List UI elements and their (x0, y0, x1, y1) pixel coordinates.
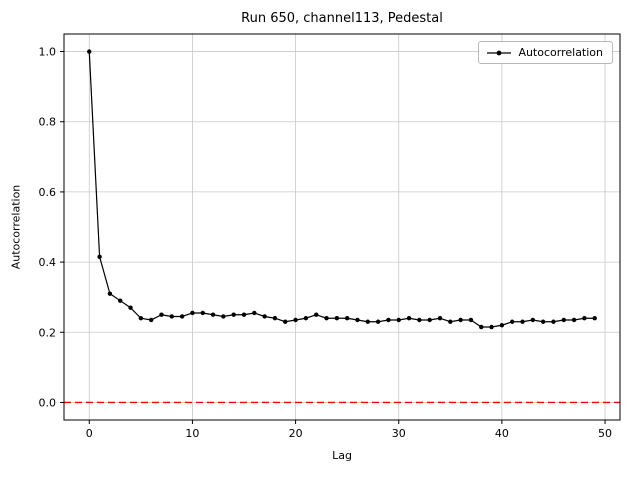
x-tick-label: 0 (86, 427, 93, 440)
data-point-marker (530, 317, 536, 323)
data-point-marker (406, 316, 412, 321)
x-tick-label: 10 (185, 427, 199, 440)
data-point-marker (479, 324, 484, 330)
data-point-marker (324, 316, 329, 321)
data-point-marker (344, 316, 350, 321)
data-point-marker (148, 317, 154, 323)
data-point-marker (520, 319, 525, 324)
data-point-marker (365, 319, 370, 324)
data-point-marker (283, 319, 288, 324)
data-point-marker (551, 319, 556, 324)
data-point-marker (252, 310, 257, 316)
y-tick-label: 0.0 (39, 396, 57, 409)
data-point-marker (303, 316, 309, 321)
legend-label: Autocorrelation (518, 46, 603, 59)
data-point-marker (293, 317, 298, 323)
data-point-marker (97, 254, 102, 260)
data-point-marker (396, 317, 401, 323)
y-tick-label: 0.4 (39, 256, 57, 269)
y-tick-label: 0.2 (39, 326, 57, 339)
data-point-marker (107, 291, 113, 296)
x-tick-label: 20 (289, 427, 303, 440)
data-point-marker (87, 49, 92, 54)
data-point-marker (468, 317, 474, 323)
data-point-marker (571, 317, 577, 323)
data-point-marker (582, 316, 587, 321)
data-point-marker (262, 314, 267, 319)
data-point-marker (200, 310, 205, 316)
data-point-marker (458, 317, 463, 323)
plot-border (63, 33, 621, 421)
y-tick-label: 0.6 (39, 186, 57, 199)
data-point-marker (355, 317, 360, 323)
data-point-marker (314, 312, 319, 317)
data-point-marker (592, 316, 597, 321)
data-point-marker (561, 317, 566, 323)
data-point-marker (448, 319, 453, 324)
autocorrelation-line (88, 51, 595, 328)
data-point-marker (427, 317, 432, 323)
data-point-marker (138, 316, 144, 321)
y-tick-label: 1.0 (39, 46, 57, 59)
x-tick-label: 40 (495, 427, 509, 440)
data-point-marker (417, 317, 422, 323)
data-point-marker (210, 312, 216, 317)
data-point-marker (375, 319, 381, 324)
x-tick-label: 30 (392, 427, 406, 440)
chart-title: Run 650, channel113, Pedestal (241, 11, 443, 26)
data-point-marker (221, 314, 226, 319)
data-point-marker (540, 319, 546, 324)
x-axis-label: Lag (332, 449, 352, 462)
data-point-marker (190, 310, 195, 316)
data-point-marker (272, 316, 278, 321)
x-tick-label: 50 (598, 427, 612, 440)
data-point-marker (510, 319, 515, 324)
data-point-marker (231, 312, 236, 317)
y-axis-label: Autocorrelation (9, 184, 23, 270)
data-point-marker (334, 316, 340, 321)
data-point-marker (179, 314, 185, 319)
data-point-marker (241, 312, 247, 317)
data-point-marker (118, 298, 123, 303)
legend-marker-icon (487, 50, 512, 55)
data-point-marker (169, 314, 174, 319)
data-point-marker (437, 316, 443, 321)
data-point-marker (499, 323, 505, 328)
data-point-marker (489, 324, 494, 330)
data-point-marker (128, 305, 133, 310)
data-point-marker (159, 312, 164, 317)
y-tick-label: 0.8 (39, 116, 57, 129)
data-point-marker (386, 317, 391, 323)
legend: Autocorrelation (478, 41, 613, 64)
